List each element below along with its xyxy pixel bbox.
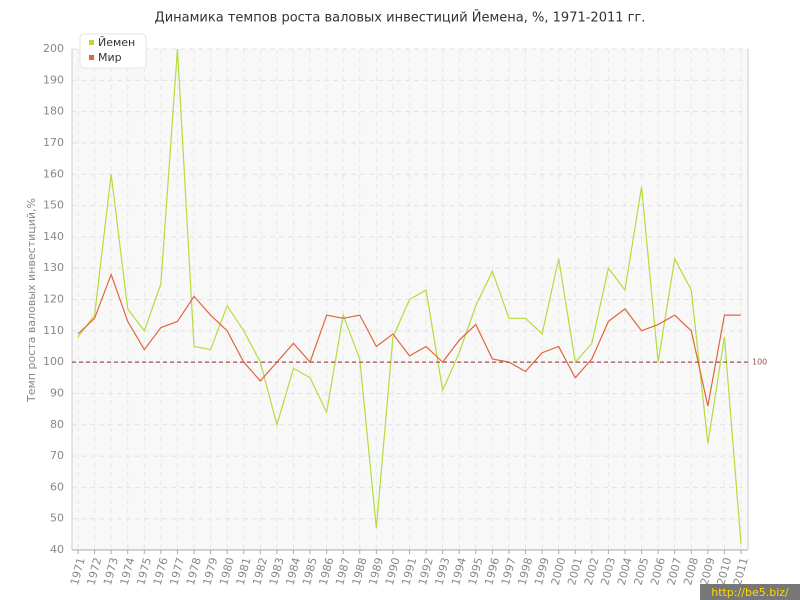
legend-swatch bbox=[89, 55, 94, 60]
y-tick-label: 170 bbox=[43, 136, 64, 149]
y-tick-label: 120 bbox=[43, 293, 64, 306]
legend-box bbox=[79, 33, 147, 69]
y-tick-label: 130 bbox=[43, 261, 64, 274]
y-tick-label: 200 bbox=[43, 42, 64, 55]
y-tick-label: 180 bbox=[43, 105, 64, 118]
y-tick-label: 80 bbox=[50, 418, 64, 431]
y-tick-label: 110 bbox=[43, 324, 64, 337]
y-tick-label: 50 bbox=[50, 512, 64, 525]
legend-label: Мир bbox=[98, 51, 122, 64]
y-tick-label: 60 bbox=[50, 480, 64, 493]
series-line bbox=[77, 48, 742, 544]
y-tick-label: 100 bbox=[43, 355, 64, 368]
watermark-bg bbox=[700, 584, 800, 600]
y-tick-label: 190 bbox=[43, 73, 64, 86]
series-line bbox=[77, 272, 741, 407]
y-tick-label: 70 bbox=[50, 449, 64, 462]
legend-swatch bbox=[89, 40, 94, 45]
legend-label: Йемен bbox=[98, 36, 135, 49]
y-tick-label: 140 bbox=[43, 230, 64, 243]
y-tick-label: 90 bbox=[50, 386, 64, 399]
watermark: http://be5.biz/ bbox=[711, 586, 789, 599]
y-axis-label: Темп роста валовых инвестиций,% bbox=[25, 198, 38, 403]
x-tick-label: 2011 bbox=[731, 556, 751, 586]
chart-title: Динамика темпов роста валовых инвестиций… bbox=[155, 10, 646, 26]
y-tick-label: 150 bbox=[43, 199, 64, 212]
y-tick-label: 160 bbox=[43, 167, 64, 180]
y-tick-label: 40 bbox=[50, 543, 64, 556]
reference-label: 100 bbox=[752, 358, 767, 367]
